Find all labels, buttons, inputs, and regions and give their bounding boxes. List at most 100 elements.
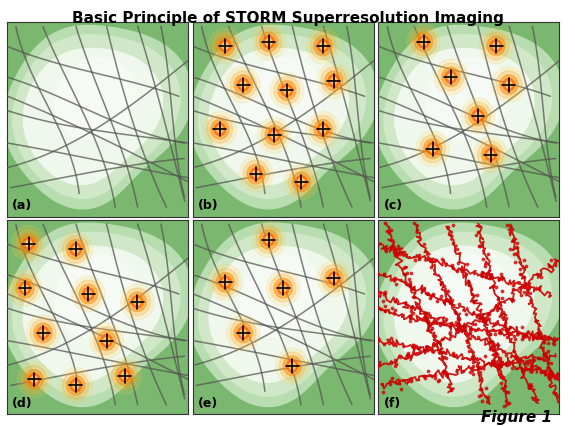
Point xyxy=(478,273,487,280)
Point xyxy=(493,362,502,369)
Point xyxy=(380,271,389,278)
Point xyxy=(501,359,511,366)
Point xyxy=(447,262,456,269)
Circle shape xyxy=(492,68,526,104)
Point xyxy=(505,361,514,368)
Point xyxy=(508,282,518,289)
Point xyxy=(392,361,401,368)
Point xyxy=(415,348,424,354)
Point xyxy=(469,358,478,365)
Circle shape xyxy=(116,366,134,386)
Point xyxy=(379,388,388,395)
Circle shape xyxy=(481,145,500,165)
Point xyxy=(415,252,424,259)
Circle shape xyxy=(283,356,301,376)
Point xyxy=(497,295,507,302)
Point xyxy=(381,220,390,227)
Point xyxy=(406,376,415,383)
Circle shape xyxy=(12,275,38,302)
Circle shape xyxy=(266,237,272,243)
Polygon shape xyxy=(384,232,552,397)
Point xyxy=(467,353,477,360)
Point xyxy=(435,322,444,328)
Point xyxy=(482,384,491,391)
Point xyxy=(532,271,542,278)
Circle shape xyxy=(30,319,56,347)
Point xyxy=(386,359,396,366)
Point xyxy=(495,330,504,337)
Point xyxy=(476,363,485,370)
Circle shape xyxy=(500,76,518,95)
Circle shape xyxy=(212,269,238,296)
Point xyxy=(465,280,474,287)
Point xyxy=(551,374,560,380)
Point xyxy=(387,237,396,244)
Point xyxy=(436,320,445,327)
Circle shape xyxy=(420,40,427,46)
Point xyxy=(517,323,526,330)
Point xyxy=(497,271,506,277)
Point xyxy=(405,314,415,320)
Point xyxy=(476,272,485,279)
Polygon shape xyxy=(3,26,193,210)
Circle shape xyxy=(292,173,311,192)
Point xyxy=(439,283,448,290)
Circle shape xyxy=(483,33,509,60)
Point xyxy=(430,372,439,379)
Circle shape xyxy=(317,261,351,297)
Point xyxy=(412,227,421,233)
Point xyxy=(390,363,399,369)
Circle shape xyxy=(222,43,228,50)
Circle shape xyxy=(220,40,231,53)
Point xyxy=(480,353,489,360)
Point xyxy=(475,243,484,250)
Circle shape xyxy=(203,112,236,148)
Circle shape xyxy=(256,29,282,57)
Point xyxy=(409,220,419,227)
Circle shape xyxy=(63,236,89,264)
Point xyxy=(427,325,436,332)
Point xyxy=(512,240,521,247)
Point xyxy=(483,271,492,277)
Point xyxy=(510,348,519,354)
Point xyxy=(437,294,446,300)
Circle shape xyxy=(310,33,336,60)
Point xyxy=(511,354,520,361)
Point xyxy=(406,282,415,289)
Circle shape xyxy=(16,230,41,258)
Circle shape xyxy=(20,282,30,295)
Point xyxy=(485,339,494,345)
Circle shape xyxy=(17,362,51,397)
Text: (c): (c) xyxy=(384,199,403,211)
Point xyxy=(505,323,514,330)
Point xyxy=(378,381,387,388)
Point xyxy=(410,257,419,264)
Point xyxy=(521,333,530,340)
Point xyxy=(488,273,497,280)
Polygon shape xyxy=(426,58,508,141)
Circle shape xyxy=(314,37,332,57)
Point xyxy=(482,313,491,320)
Point xyxy=(476,368,485,375)
Circle shape xyxy=(216,273,235,293)
Circle shape xyxy=(496,72,522,99)
Point xyxy=(462,262,471,268)
Point xyxy=(453,268,462,275)
Point xyxy=(509,333,519,340)
Circle shape xyxy=(227,68,260,104)
Point xyxy=(477,391,486,398)
Polygon shape xyxy=(189,26,378,210)
Point xyxy=(447,299,456,305)
Point xyxy=(475,392,484,399)
Point xyxy=(420,311,430,317)
Point xyxy=(395,354,404,360)
Point xyxy=(428,291,438,298)
Point xyxy=(507,296,516,302)
Point xyxy=(545,263,554,270)
Point xyxy=(437,280,446,287)
Point xyxy=(537,273,546,280)
Point xyxy=(528,334,538,341)
Circle shape xyxy=(261,122,287,150)
Polygon shape xyxy=(374,223,564,407)
Circle shape xyxy=(296,176,307,188)
